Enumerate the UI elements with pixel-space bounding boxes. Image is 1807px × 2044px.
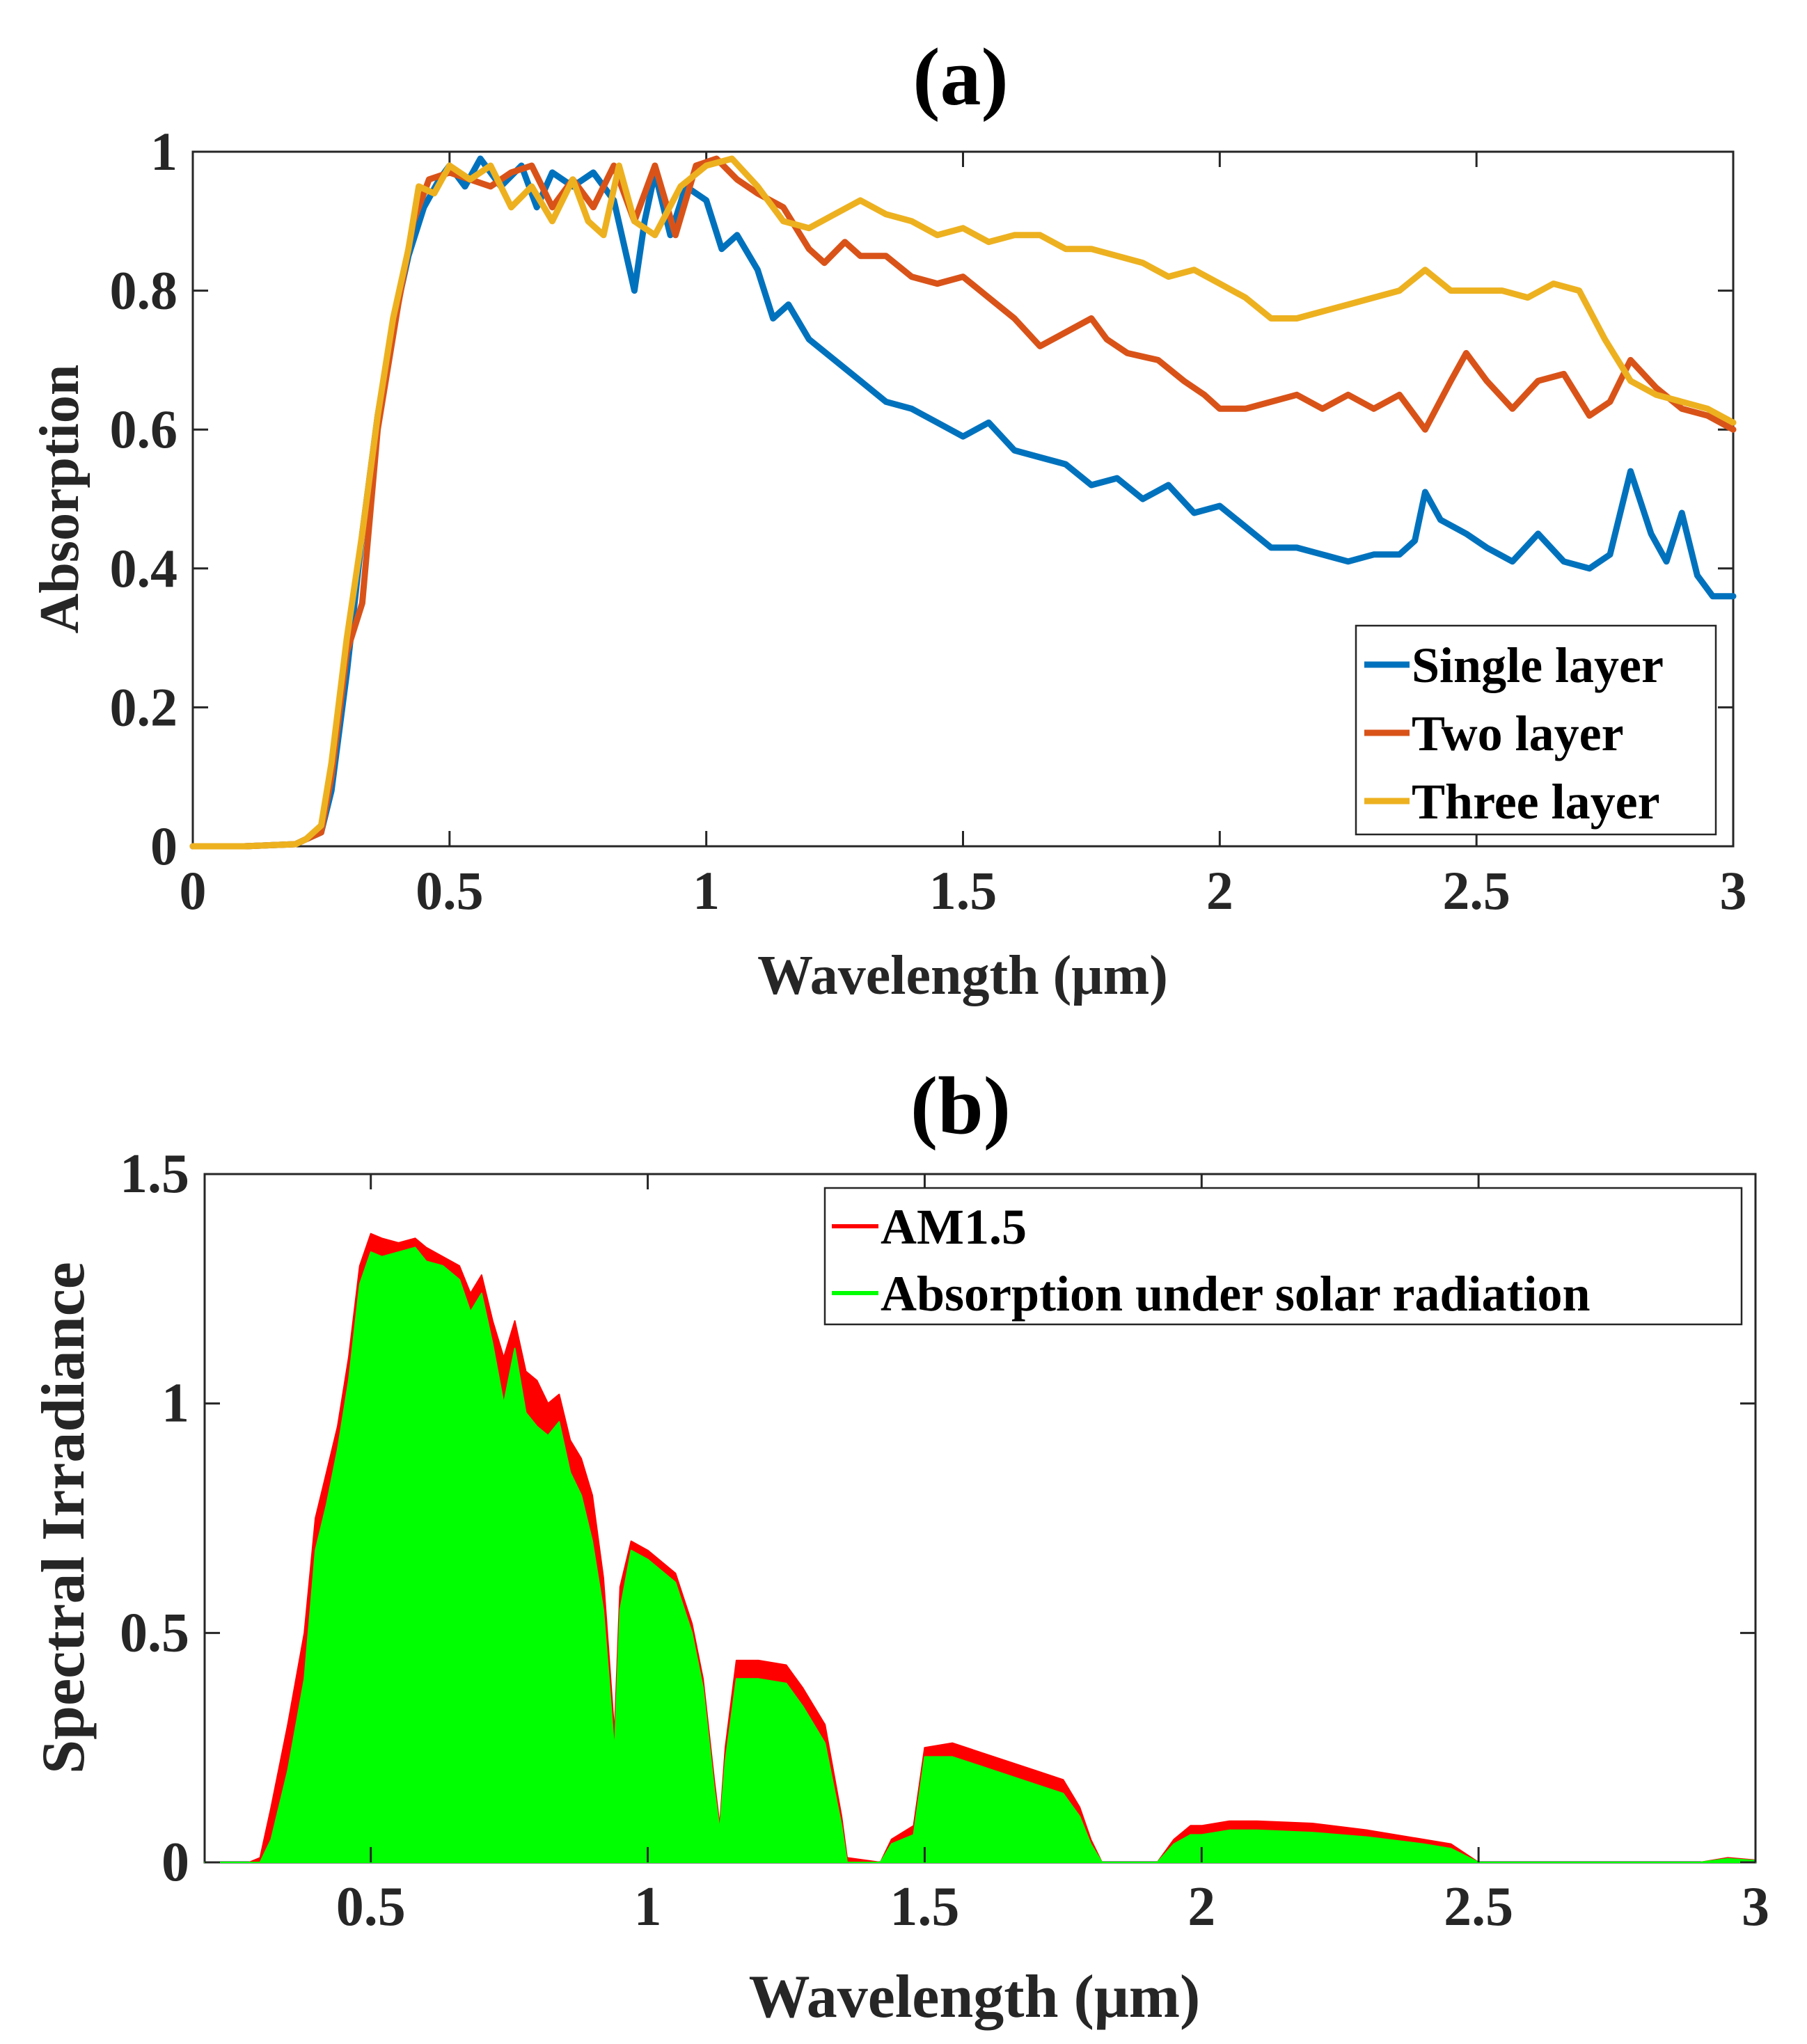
panel-b-legend-box: [823, 1187, 1743, 1326]
panel-b-ytick-label: 0: [161, 1832, 189, 1893]
panel-b-xlabel: Wavelength (μm): [749, 1963, 1201, 2031]
legend-am15-label: AM1.5: [881, 1199, 1027, 1255]
panel-a-series-two-layer: [189, 155, 1737, 850]
panel-a-xlabel: Wavelength (μm): [757, 945, 1168, 1006]
panel-a-xtick-label: 0.5: [416, 860, 484, 921]
panel-a-legend-box: [1355, 624, 1717, 836]
panel-a-xtick-label: 2: [1206, 860, 1233, 921]
panel-b-series-absorption-under-solar-radiation: [204, 1246, 1756, 1863]
panel-b-xtick-label: 3: [1742, 1876, 1769, 1938]
legend-two-layer-label: Two layer: [1412, 706, 1624, 761]
panel-b-irradiance-chart: (b) 0.5 1 1.5 2 2.5 3 0 0.5 1 1.5 Wavelength (μm)…: [30, 1060, 1769, 2031]
panel-a-ytick-label: 0.2: [110, 676, 178, 737]
panel-b-ytick-label: 0.5: [120, 1602, 189, 1663]
panel-b-xtick-label: 2.5: [1444, 1876, 1513, 1938]
panel-a-ytick-label: 0.4: [110, 538, 178, 599]
panel-a-xtick-label: 3: [1720, 860, 1747, 921]
legend-single-layer-label: Single layer: [1412, 637, 1664, 693]
panel-a-ytick-label: 1: [150, 121, 177, 182]
legend-absorption-label: Absorption under solar radiation: [881, 1266, 1591, 1322]
panel-b-ytick-label: 1: [161, 1373, 189, 1434]
panel-a-absorption-chart: (a) 0 0.5 1 1.5 2 2.5 3 0 0.2 0.4 0.6 0.8 1 Waveleng…: [29, 31, 1747, 1006]
panel-a-title: (a): [913, 31, 1009, 122]
panel-b-xtick-label: 1.5: [890, 1876, 959, 1938]
panel-b-xtick-label: 2: [1187, 1876, 1215, 1938]
panel-a-ticks: 0 0.5 1 1.5 2 2.5 3 0 0.2 0.4 0.6 0.8 1: [110, 121, 1747, 921]
panel-a-ytick-label: 0.8: [110, 260, 178, 321]
panel-a-ylabel: Absorption: [29, 365, 90, 634]
panel-b-ytick-label: 1.5: [120, 1143, 189, 1205]
panel-b-series: [204, 1233, 1756, 1863]
legend-three-layer-label: Three layer: [1412, 774, 1660, 830]
panel-b-title: (b): [910, 1060, 1011, 1151]
panel-b-xtick-label: 1: [634, 1876, 662, 1938]
panel-a-ytick-label: 0.6: [110, 399, 178, 459]
panel-a-legend: Single layer Two layer Three layer: [1355, 624, 1717, 836]
panel-b-ticks: 0.5 1 1.5 2 2.5 3 0 0.5 1 1.5: [120, 1143, 1769, 1938]
panel-a-xtick-label: 2.5: [1442, 860, 1510, 921]
panel-a-series: [189, 155, 1737, 850]
panel-a-xtick-label: 1.5: [929, 860, 997, 921]
panel-b-ylabel: Spectral Irradiance: [30, 1262, 97, 1774]
panel-b-legend: AM1.5 Absorption under solar radiation: [823, 1187, 1743, 1326]
panel-a-ytick-label: 0: [150, 816, 177, 876]
panel-a-series-three-layer: [189, 155, 1737, 850]
panel-a-xtick-label: 1: [693, 860, 720, 921]
panel-a-xtick-label: 0: [180, 860, 207, 921]
panel-b-xtick-label: 0.5: [336, 1876, 406, 1938]
